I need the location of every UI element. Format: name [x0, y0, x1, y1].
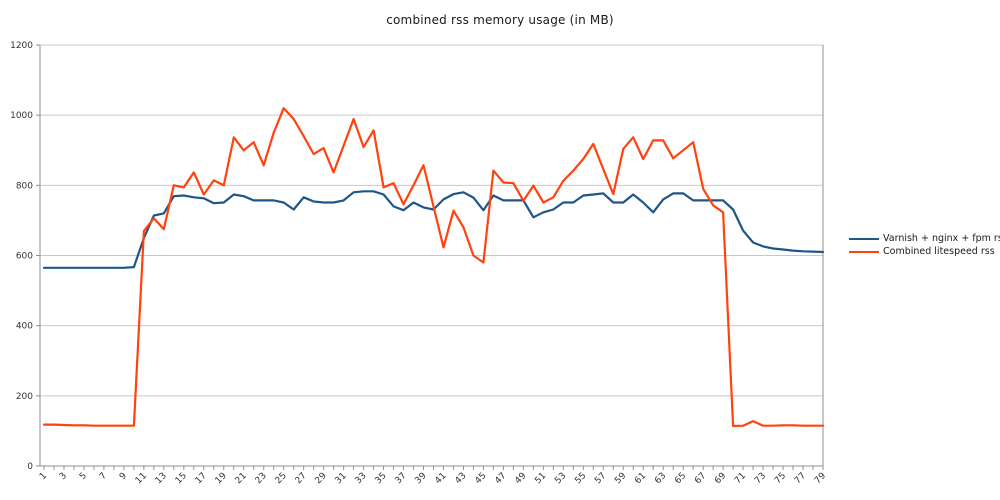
- svg-text:23: 23: [254, 471, 269, 486]
- svg-text:7: 7: [98, 471, 109, 482]
- svg-text:69: 69: [713, 471, 728, 486]
- chart-title: combined rss memory usage (in MB): [386, 13, 614, 27]
- svg-text:31: 31: [334, 471, 349, 486]
- svg-text:600: 600: [16, 252, 33, 262]
- svg-text:73: 73: [753, 471, 768, 486]
- legend-line-swatch-varnish: [849, 237, 879, 240]
- svg-text:200: 200: [16, 392, 33, 402]
- svg-text:29: 29: [314, 471, 329, 486]
- svg-text:9: 9: [118, 471, 129, 482]
- svg-text:77: 77: [793, 471, 808, 486]
- svg-text:79: 79: [813, 471, 828, 486]
- legend-label-varnish: Varnish + nginx + fpm rss: [883, 233, 1000, 244]
- svg-text:53: 53: [553, 471, 568, 486]
- svg-text:41: 41: [433, 471, 448, 486]
- svg-text:43: 43: [453, 471, 468, 486]
- svg-text:65: 65: [673, 471, 688, 486]
- svg-text:33: 33: [354, 471, 369, 486]
- svg-text:49: 49: [513, 471, 528, 486]
- svg-text:55: 55: [573, 471, 588, 486]
- svg-text:25: 25: [274, 471, 289, 486]
- svg-text:0: 0: [27, 462, 33, 472]
- svg-text:1000: 1000: [10, 111, 33, 121]
- legend-item-varnish: Varnish + nginx + fpm rss: [849, 233, 1000, 244]
- svg-text:17: 17: [194, 471, 209, 486]
- svg-text:5: 5: [78, 471, 89, 482]
- svg-text:37: 37: [393, 471, 408, 486]
- svg-text:51: 51: [533, 471, 548, 486]
- svg-text:61: 61: [633, 471, 648, 486]
- svg-text:11: 11: [134, 471, 149, 486]
- legend-line-swatch-litespeed: [849, 250, 879, 253]
- svg-text:39: 39: [413, 471, 428, 486]
- svg-text:47: 47: [493, 471, 508, 486]
- svg-text:63: 63: [653, 471, 668, 486]
- svg-text:19: 19: [214, 471, 229, 486]
- svg-text:21: 21: [234, 471, 249, 486]
- svg-text:35: 35: [374, 471, 389, 486]
- svg-text:67: 67: [693, 471, 708, 486]
- svg-text:1: 1: [38, 471, 49, 482]
- svg-text:27: 27: [294, 471, 309, 486]
- svg-text:59: 59: [613, 471, 628, 486]
- svg-text:1200: 1200: [10, 41, 33, 51]
- svg-text:45: 45: [473, 471, 488, 486]
- chart-legend: Varnish + nginx + fpm rss Combined lites…: [849, 233, 1000, 257]
- svg-text:13: 13: [154, 471, 169, 486]
- svg-text:3: 3: [58, 471, 69, 482]
- svg-text:15: 15: [174, 471, 189, 486]
- svg-text:71: 71: [733, 471, 748, 486]
- legend-label-litespeed: Combined litespeed rss: [883, 246, 995, 257]
- legend-item-litespeed: Combined litespeed rss: [849, 246, 1000, 257]
- svg-text:800: 800: [16, 181, 33, 191]
- svg-text:57: 57: [593, 471, 608, 486]
- svg-text:400: 400: [16, 322, 33, 332]
- svg-text:75: 75: [773, 471, 788, 486]
